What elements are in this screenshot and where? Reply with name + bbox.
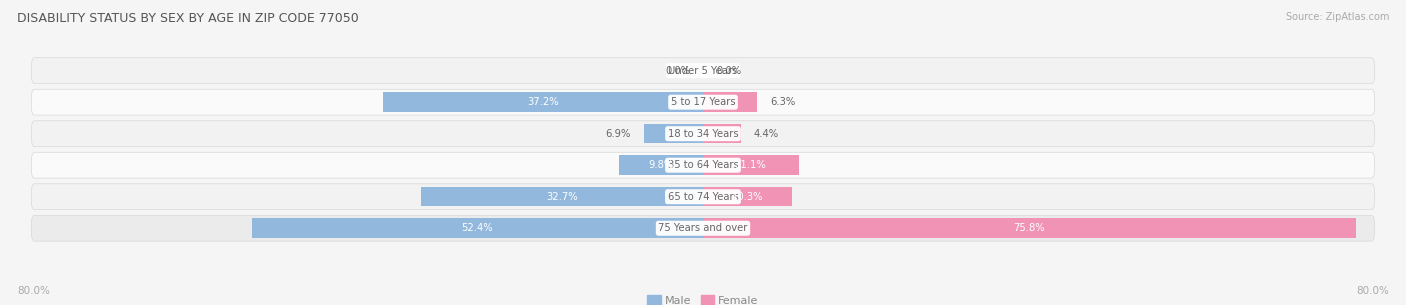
- Text: Under 5 Years: Under 5 Years: [668, 66, 738, 76]
- Text: 37.2%: 37.2%: [527, 97, 558, 107]
- Text: 10.3%: 10.3%: [731, 192, 763, 202]
- Text: 6.9%: 6.9%: [606, 129, 631, 139]
- Text: 9.8%: 9.8%: [648, 160, 673, 170]
- Bar: [703, 187, 792, 206]
- FancyBboxPatch shape: [31, 215, 1375, 241]
- Text: 65 to 74 Years: 65 to 74 Years: [668, 192, 738, 202]
- FancyBboxPatch shape: [31, 58, 1375, 84]
- FancyBboxPatch shape: [31, 121, 1375, 147]
- Text: 75.8%: 75.8%: [1014, 223, 1045, 233]
- Text: 80.0%: 80.0%: [1357, 286, 1389, 296]
- Bar: [703, 218, 1355, 238]
- Text: 0.0%: 0.0%: [665, 66, 690, 76]
- FancyBboxPatch shape: [31, 152, 1375, 178]
- Bar: [619, 156, 703, 175]
- FancyBboxPatch shape: [31, 89, 1375, 115]
- Bar: [703, 124, 741, 143]
- Text: Source: ZipAtlas.com: Source: ZipAtlas.com: [1285, 12, 1389, 22]
- Text: 11.1%: 11.1%: [735, 160, 766, 170]
- Bar: [422, 187, 703, 206]
- FancyBboxPatch shape: [31, 184, 1375, 210]
- Text: 18 to 34 Years: 18 to 34 Years: [668, 129, 738, 139]
- Bar: [382, 92, 703, 112]
- Legend: Male, Female: Male, Female: [643, 291, 763, 305]
- Bar: [644, 124, 703, 143]
- Text: 6.3%: 6.3%: [770, 97, 796, 107]
- Text: 4.4%: 4.4%: [754, 129, 779, 139]
- Text: 0.0%: 0.0%: [716, 66, 741, 76]
- Text: 52.4%: 52.4%: [461, 223, 494, 233]
- Bar: [703, 92, 758, 112]
- Text: 32.7%: 32.7%: [547, 192, 578, 202]
- Bar: [252, 218, 703, 238]
- Text: 35 to 64 Years: 35 to 64 Years: [668, 160, 738, 170]
- Text: 80.0%: 80.0%: [17, 286, 49, 296]
- Bar: [703, 156, 799, 175]
- Text: DISABILITY STATUS BY SEX BY AGE IN ZIP CODE 77050: DISABILITY STATUS BY SEX BY AGE IN ZIP C…: [17, 12, 359, 25]
- Text: 75 Years and over: 75 Years and over: [658, 223, 748, 233]
- Text: 5 to 17 Years: 5 to 17 Years: [671, 97, 735, 107]
